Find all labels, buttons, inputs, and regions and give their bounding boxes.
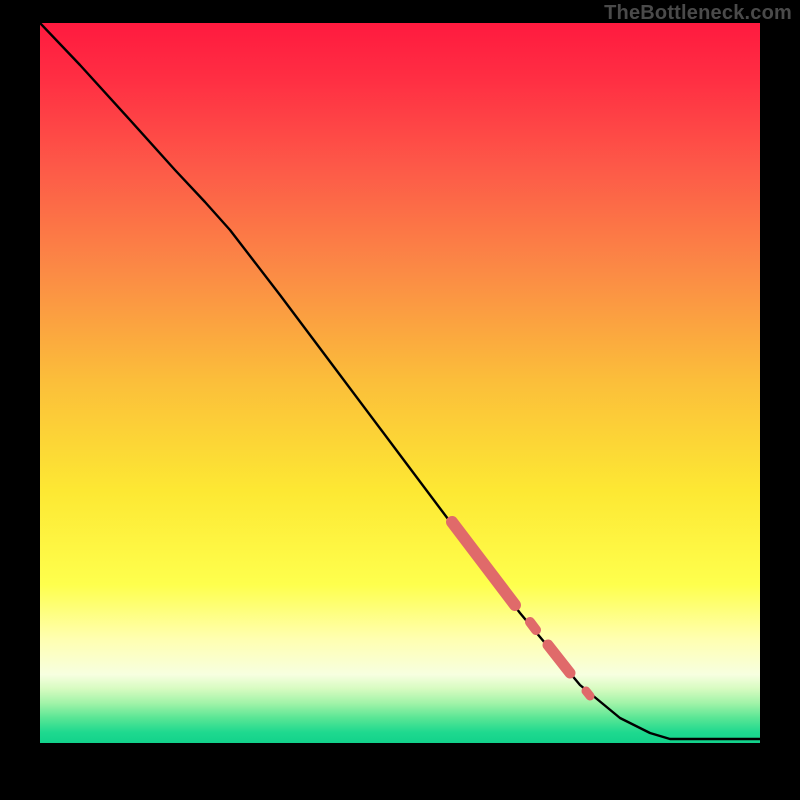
highlight-segment xyxy=(586,691,590,696)
plot-svg xyxy=(40,23,760,743)
attribution-text: TheBottleneck.com xyxy=(604,2,792,25)
plot-area xyxy=(40,23,760,743)
gradient-background xyxy=(40,23,760,743)
chart-stage: TheBottleneck.com xyxy=(0,0,800,800)
highlight-segment xyxy=(530,622,536,630)
